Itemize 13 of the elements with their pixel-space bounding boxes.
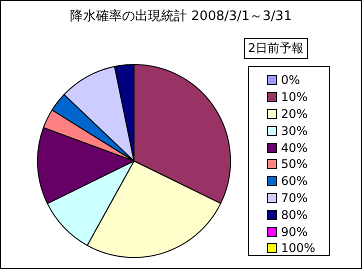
legend-label: 100% bbox=[281, 241, 316, 256]
legend-label: 50% bbox=[281, 157, 308, 172]
legend-label: 20% bbox=[281, 106, 308, 121]
legend-label: 0% bbox=[281, 73, 300, 88]
legend-label: 60% bbox=[281, 174, 308, 188]
chart-title: 降水確率の出現統計 2008/3/1～3/31 bbox=[69, 8, 293, 25]
legend-label: 10% bbox=[281, 90, 308, 104]
legend-label: 40% bbox=[281, 140, 308, 155]
legend-label: 70% bbox=[281, 190, 308, 205]
legend-label: 80% bbox=[281, 208, 308, 222]
legend-label: 90% bbox=[281, 224, 308, 239]
legend-title: 2日前予報 bbox=[244, 38, 308, 59]
legend-label: 30% bbox=[281, 124, 308, 138]
